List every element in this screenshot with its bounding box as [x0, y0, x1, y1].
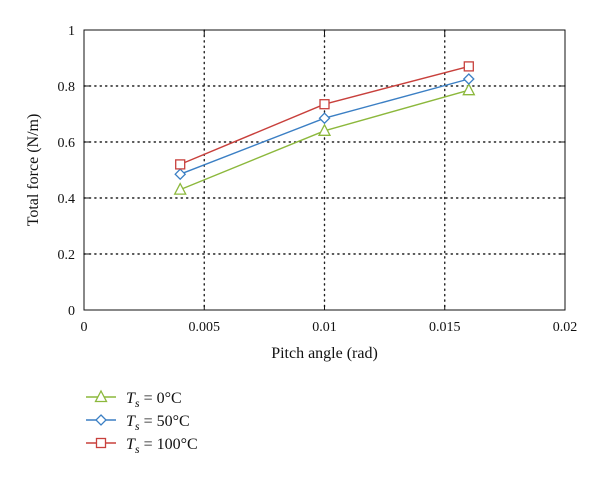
y-axis-title: Total force (N/m)	[25, 114, 42, 227]
legend-marker	[95, 437, 107, 449]
series-2	[175, 61, 474, 170]
series-0	[173, 82, 476, 195]
data-point	[317, 123, 332, 136]
legend-label-main: T	[126, 413, 136, 430]
data-point	[174, 168, 187, 181]
legend-label-rest: = 100°C	[140, 436, 198, 453]
legend-item: Ts = 0°C	[86, 389, 182, 410]
legend-label-main: T	[126, 436, 136, 453]
data-point	[318, 112, 331, 125]
legend-label: Ts = 50°C	[126, 413, 190, 433]
legend-item: Ts = 50°C	[86, 413, 190, 433]
y-tick-label: 0.4	[58, 192, 76, 207]
legend-item: Ts = 100°C	[86, 436, 198, 456]
legend-label-rest: = 0°C	[140, 390, 182, 407]
y-tick-label: 0	[68, 304, 75, 319]
x-tick-label: 0.005	[189, 320, 221, 335]
data-point	[462, 73, 475, 85]
legend: Ts = 0°CTs = 50°CTs = 100°C	[86, 389, 198, 456]
x-tick-label: 0.01	[312, 320, 337, 335]
legend-label-subscript: s	[135, 442, 140, 456]
x-tick-label: 0.015	[429, 320, 461, 335]
data-point	[175, 159, 186, 170]
x-axis-title: Pitch angle (rad)	[271, 345, 378, 362]
x-tick-label: 0	[81, 320, 88, 335]
data-point	[462, 82, 476, 96]
tick-layer: 0 0.005 0.01 0.015 0.02 0 0.2 0.4 0.6 0.8 1	[58, 24, 578, 335]
y-tick-label: 0.8	[58, 80, 76, 95]
legend-label-rest: = 50°C	[140, 413, 190, 430]
legend-label-subscript: s	[135, 396, 140, 410]
x-tick-label: 0.02	[553, 320, 578, 335]
legend-label: Ts = 0°C	[126, 390, 182, 410]
y-tick-label: 0.2	[58, 248, 76, 263]
data-point	[463, 61, 474, 72]
grid-layer	[83, 29, 566, 311]
legend-label: Ts = 100°C	[126, 436, 198, 456]
legend-label-subscript: s	[135, 419, 140, 433]
series-1	[174, 73, 475, 181]
y-tick-label: 0.6	[58, 136, 76, 151]
legend-label-main: T	[126, 390, 136, 407]
data-point	[173, 182, 187, 195]
data-point	[319, 99, 330, 110]
legend-marker	[94, 389, 108, 403]
series-layer	[173, 61, 476, 195]
y-tick-label: 1	[68, 24, 75, 39]
legend-marker	[95, 414, 107, 426]
